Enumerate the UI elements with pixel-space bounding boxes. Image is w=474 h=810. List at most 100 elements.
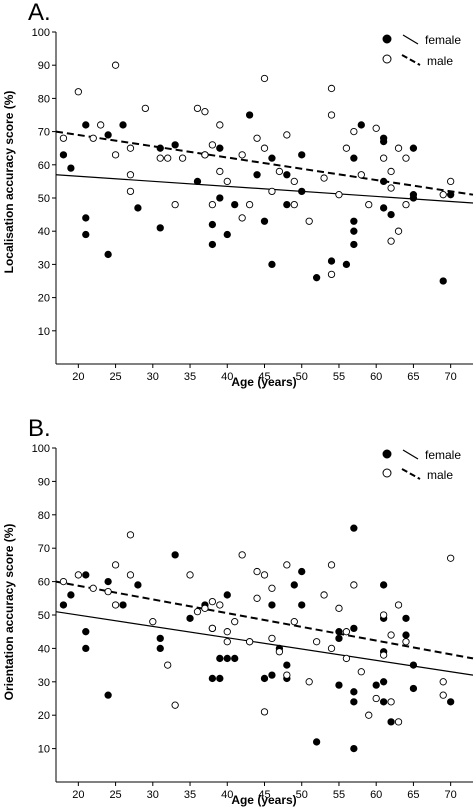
- panel-b-female-point: [216, 654, 224, 663]
- panel-b-female-fit-line: [55, 611, 474, 676]
- panel-a-y-tick-label: 80: [38, 93, 50, 105]
- panel-b-legend-male-marker: [382, 468, 392, 478]
- panel-b-male-point: [402, 638, 410, 646]
- panel-b-male-point: [275, 648, 284, 656]
- panel-b-x-tick-label: 65: [407, 789, 419, 801]
- panel-b-male-point: [126, 531, 135, 539]
- panel-b-male-point: [327, 644, 336, 653]
- panel-b-y-tick-label: 100: [32, 443, 50, 455]
- panel-b-male-point: [186, 571, 194, 579]
- panel-b-female-point: [156, 644, 164, 653]
- panel-b-male-point: [387, 698, 395, 706]
- panel-a-female-point: [193, 177, 202, 186]
- panel-a-male-point: [320, 174, 328, 182]
- panel-a-female-point: [379, 137, 388, 146]
- panel-b-female-point: [186, 614, 194, 622]
- panel-a-male-point: [290, 200, 298, 209]
- panel-a-male-point: [164, 154, 172, 162]
- panel-a-female-point: [223, 230, 231, 239]
- panel-a-female-point: [357, 121, 365, 129]
- panel-a-male-point: [178, 154, 187, 162]
- panel-a-male-point: [327, 111, 336, 119]
- panel-a-male-point: [201, 108, 209, 116]
- panel-a-male-point: [193, 104, 202, 113]
- panel-a-male-point: [365, 200, 373, 209]
- panel-a-legend: female male: [382, 33, 461, 68]
- panel-b-female-point: [223, 591, 231, 599]
- panel-b-male-point: [201, 604, 209, 612]
- panel-b-female-point: [119, 601, 127, 609]
- panel-b-female-point: [350, 688, 358, 696]
- panel-a-male-point: [394, 144, 403, 152]
- panel-a-female-point: [67, 164, 75, 172]
- panel-b-male-point: [216, 601, 224, 609]
- panel-a-male-point: [171, 200, 179, 209]
- panel-a-male-point: [260, 144, 269, 152]
- panel-a-male-fit-line: [55, 130, 474, 196]
- panel-b-x-axis-title: Age (years): [231, 793, 296, 807]
- panel-a-male-point: [216, 121, 224, 129]
- panel-a-male-point: [245, 200, 254, 209]
- panel-a-x-tick-label: 30: [147, 371, 159, 383]
- panel-a-female-point: [82, 121, 90, 129]
- panel-b-x-tick-label: 60: [370, 789, 382, 801]
- panel-b-male-point: [231, 618, 239, 626]
- panel-a-y-tick-label: 10: [38, 326, 50, 338]
- panel-a-male-point: [335, 191, 343, 199]
- panel-a-female-point: [312, 274, 321, 282]
- panel-b-male-point: [268, 634, 276, 643]
- panel-a-male-point: [357, 171, 365, 179]
- panel-a-male-point: [402, 154, 410, 162]
- panel-b-female-point: [372, 681, 380, 689]
- panel-b-y-tick-label: 60: [38, 577, 50, 589]
- panel-a-male-point: [439, 191, 447, 199]
- panel-a-label: A.: [28, 0, 51, 26]
- panel-b-male-point: [89, 584, 97, 592]
- panel-a-female-point: [409, 144, 418, 152]
- panel-a-male-point: [260, 74, 269, 83]
- panel-a-female-point: [216, 194, 224, 202]
- panel-a-female-point: [350, 154, 358, 162]
- panel-b-female-point: [335, 634, 343, 643]
- panel-b-male-point: [350, 581, 358, 589]
- panel-a-female-point: [82, 214, 90, 222]
- panel-a-legend-female-marker: [382, 34, 392, 44]
- panel-a-legend-female-line: [402, 34, 419, 45]
- panel-b-male-point: [253, 594, 261, 602]
- panel-b-male-point: [335, 604, 343, 612]
- panel-a-male-point: [238, 151, 246, 159]
- panel-b-male-point: [387, 631, 395, 639]
- panel-a-y-tick-label: 70: [38, 127, 50, 139]
- panel-a-male-point: [342, 144, 351, 152]
- panel-b-male-point: [223, 638, 231, 646]
- panel-a-male-point: [387, 237, 395, 245]
- panel-a-male-point: [290, 177, 298, 186]
- panel-b-male-point: [149, 618, 157, 626]
- panel-b-female-point: [409, 661, 418, 669]
- panel-a-female-point: [260, 217, 269, 225]
- panel-b-female-point: [82, 628, 90, 636]
- panel-b-male-point: [164, 661, 172, 669]
- panel-b-female-point: [134, 581, 142, 589]
- panel-b-female-point: [350, 698, 358, 706]
- panel-b-male-point: [305, 678, 313, 686]
- panel-b-male-point: [320, 591, 328, 599]
- panel-b-y-tick-label: 30: [38, 677, 50, 689]
- panel-b-y-tick-label: 40: [38, 643, 50, 655]
- panel-b-y-tick-label: 80: [38, 510, 50, 522]
- panel-b-male-point: [447, 554, 455, 562]
- panel-a-male-point: [372, 124, 380, 132]
- panel-a-female-point: [447, 191, 455, 199]
- panel-a-female-point: [409, 194, 418, 202]
- panel-a-male-point: [126, 171, 135, 179]
- panel-a-male-point: [59, 134, 68, 142]
- panel-a-female-point: [350, 240, 358, 249]
- panel-b-male-point: [439, 678, 447, 686]
- panel-a-female-point: [283, 171, 291, 179]
- panel-b-female-point: [350, 524, 358, 532]
- panel-a-male-point: [223, 177, 231, 186]
- panel-b-female-point: [268, 601, 276, 609]
- panel-a: A. 10 20 30 40 50 60 70 80 90 100 20 25 30 35 40 45 50 5…: [2, 0, 474, 389]
- panel-b-female-point: [260, 674, 269, 683]
